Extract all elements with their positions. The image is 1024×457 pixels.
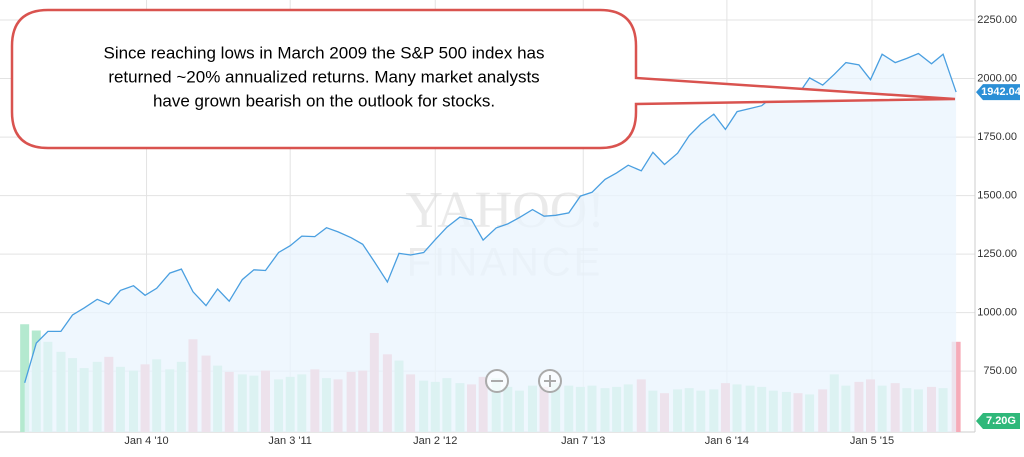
volume-bar	[20, 324, 30, 432]
x-tick-label: Jan 2 '12	[413, 435, 457, 447]
overlay-layer: Since reaching lows in March 2009 the S&…	[10, 8, 956, 393]
plot-layer: 750.00 1000.00 1250.00 1500.00 1750.00 2000.0…	[0, 0, 1022, 447]
y-tick-label: 2250.00	[977, 14, 1017, 26]
last-value-badge	[976, 84, 1020, 101]
x-tick-label: Jan 5 '15	[850, 435, 894, 447]
annotation-line: have grown bearish on the outlook for st…	[153, 91, 495, 110]
volume-bar	[951, 341, 961, 432]
zoom-in-button[interactable]	[538, 369, 562, 393]
callout	[10, 8, 956, 150]
area	[24, 53, 957, 432]
annotation-line: returned ~20% annualized returns. Many m…	[108, 67, 539, 86]
y-tick-label: 1750.00	[977, 131, 1017, 143]
y-tick-label: 750.00	[983, 365, 1017, 377]
y-tick-label: 1000.00	[977, 307, 1017, 319]
annotation-line: Since reaching lows in March 2009 the S&…	[103, 43, 544, 62]
x-tick-label: Jan 7 '13	[561, 435, 605, 447]
volume-badge	[976, 413, 1020, 429]
x-tick-label: Jan 4 '10	[124, 435, 168, 447]
volume-label: 7.20G	[986, 415, 1016, 427]
y-tick-label: 2000.00	[977, 72, 1017, 84]
zoom-out-button[interactable]	[485, 369, 509, 393]
y-tick-label: 1500.00	[977, 189, 1017, 201]
y-tick-label: 1250.00	[977, 248, 1017, 260]
x-tick-label: Jan 3 '11	[268, 435, 311, 447]
x-tick-label: Jan 6 '14	[705, 435, 749, 447]
last-value-label: 1942.04	[981, 86, 1022, 98]
